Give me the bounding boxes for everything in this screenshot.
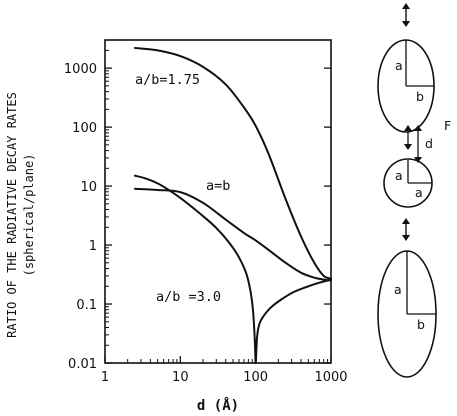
y-tick-label: 100	[72, 121, 97, 136]
distance-d-label: d	[425, 136, 433, 151]
x-tick-label: 100	[243, 370, 268, 385]
ellipse3-a-label: a	[394, 282, 402, 297]
axis-ticks: 1 10 100 1000 0.01 0.1 1 10 100 1000	[64, 39, 348, 385]
annotation-ab-3.0: a/b =3.0	[156, 289, 221, 305]
ellipse-a-eq-b: a a	[383, 158, 433, 208]
y-tick-label: 0.01	[68, 357, 97, 372]
series-ab-3.0	[133, 174, 332, 365]
ellipse3-b-label: b	[417, 317, 425, 332]
y-axis-title-line1: RATIO OF THE RADIATIVE DECAY RATES	[5, 92, 19, 338]
y-tick-label: 1000	[64, 62, 97, 77]
x-axis-title: d (Å)	[197, 397, 239, 414]
series-ab-1.75	[133, 46, 332, 280]
ellipse2-a-label: a	[395, 168, 403, 183]
axes-frame	[104, 39, 332, 364]
ellipse-ab-1.75: a b	[377, 39, 435, 133]
x-tick-label: 10	[172, 370, 189, 385]
distance-arrows: d F	[404, 118, 451, 163]
y-tick-label: 0.1	[76, 298, 97, 313]
y-axis-title-line2: (spherical/plane)	[22, 154, 36, 277]
ellipse1-a-label: a	[395, 58, 403, 73]
y-tick-label: 1	[89, 239, 97, 254]
dipole-arrow-top	[402, 3, 410, 27]
y-tick-label: 10	[80, 180, 97, 195]
x-tick-label: 1000	[314, 370, 347, 385]
x-tick-label: 1	[101, 370, 109, 385]
ellipse2-b-label: a	[415, 185, 423, 200]
annotation-a-eq-b: a=b	[206, 178, 230, 194]
plot-area: 1 10 100 1000 0.01 0.1 1 10 100 1000	[64, 39, 348, 385]
series-a-eq-b	[133, 187, 332, 282]
ellipse1-b-label: b	[416, 89, 424, 104]
ellipsoid-schematic: a b d F a a	[377, 3, 451, 378]
label-F: F	[444, 118, 451, 133]
dipole-arrow-middle	[402, 218, 410, 241]
annotation-ab-1.75: a/b=1.75	[135, 72, 200, 88]
ellipse-ab-3.0: a b	[377, 250, 437, 378]
series-lines	[133, 46, 332, 365]
